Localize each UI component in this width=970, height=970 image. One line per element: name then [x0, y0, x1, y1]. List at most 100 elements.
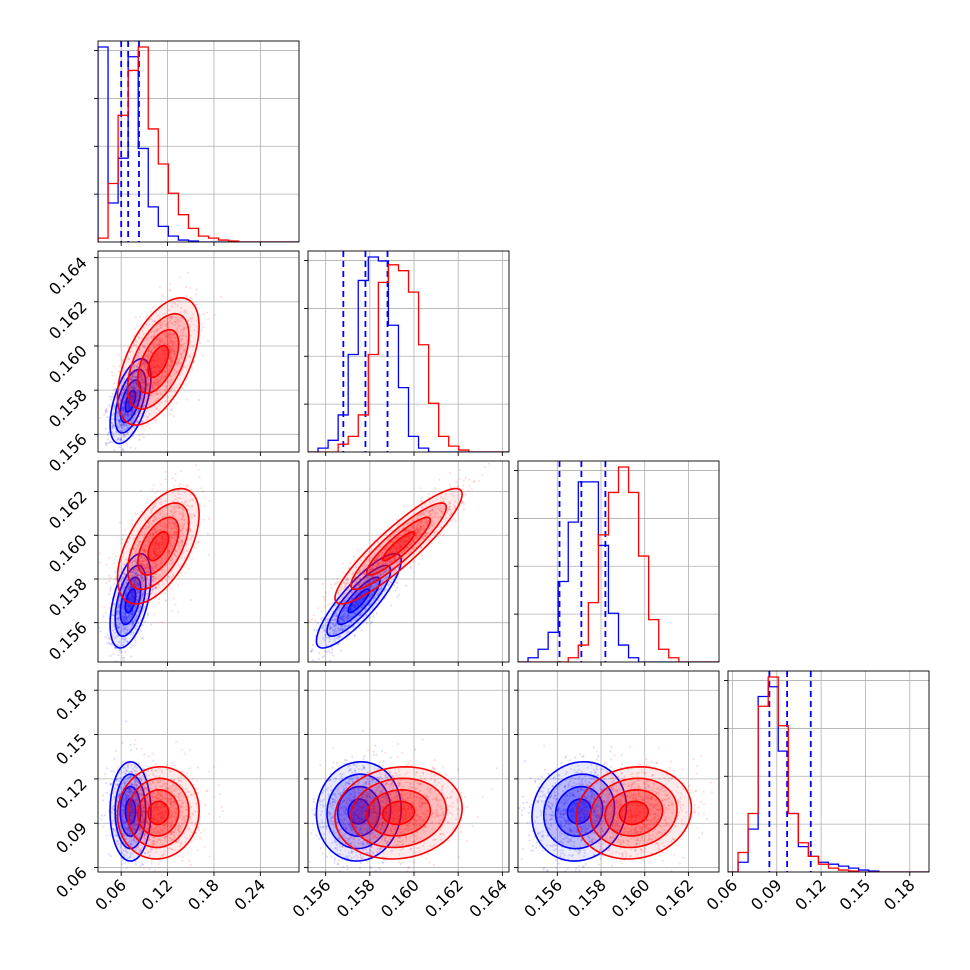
- scatter-point: [305, 673, 307, 675]
- scatter-point: [177, 610, 180, 613]
- scatter-point: [122, 534, 125, 537]
- scatter-point: [130, 591, 133, 594]
- scatter-point: [137, 610, 140, 613]
- scatter-point: [102, 615, 105, 618]
- scatter-point: [118, 445, 121, 449]
- scatter-point: [146, 381, 150, 384]
- scatter-point: [138, 337, 141, 340]
- scatter-point: [143, 383, 146, 386]
- contour-series-1: [126, 312, 190, 410]
- scatter-point: [105, 410, 108, 413]
- scatter-point: [124, 398, 127, 401]
- scatter-point: [153, 360, 157, 364]
- scatter-point: [162, 349, 165, 352]
- scatter-point: [179, 311, 182, 314]
- scatter-point: [122, 400, 126, 403]
- scatter-point: [206, 311, 209, 314]
- scatter-point: [154, 378, 157, 381]
- scatter-point: [151, 371, 155, 374]
- scatter-point: [161, 361, 164, 364]
- scatter-point: [390, 604, 393, 607]
- scatter-point: [170, 365, 173, 368]
- scatter-point: [131, 386, 135, 389]
- scatter-point: [168, 345, 171, 348]
- scatter-point: [150, 336, 153, 339]
- scatter-point: [350, 602, 354, 605]
- scatter-point: [134, 568, 138, 571]
- scatter-point: [115, 598, 118, 601]
- scatter-point: [153, 566, 156, 569]
- scatter-point: [117, 418, 120, 422]
- scatter-point: [129, 598, 132, 601]
- scatter-point: [118, 397, 122, 401]
- scatter-point: [163, 313, 166, 316]
- scatter-point: [153, 369, 156, 373]
- scatter-point: [157, 544, 160, 547]
- scatter-point: [454, 519, 457, 522]
- scatter-point: [124, 614, 128, 617]
- scatter-point: [175, 321, 178, 324]
- scatter-point: [142, 435, 145, 439]
- scatter-point: [121, 656, 124, 660]
- scatter-point: [157, 351, 160, 354]
- scatter-point: [151, 363, 155, 366]
- scatter-point: [107, 442, 110, 445]
- scatter-point: [131, 376, 134, 379]
- scatter-point: [182, 343, 185, 346]
- scatter-point: [131, 620, 135, 623]
- scatter-point: [155, 407, 158, 411]
- scatter-point: [129, 396, 132, 399]
- scatter-point: [126, 405, 130, 409]
- scatter-point: [134, 580, 137, 583]
- scatter-point: [156, 359, 159, 362]
- scatter-point: [118, 617, 121, 620]
- scatter-point: [114, 457, 116, 459]
- scatter-point: [153, 370, 156, 374]
- scatter-point: [135, 398, 138, 401]
- scatter-point: [130, 398, 133, 401]
- scatter-point: [122, 387, 125, 390]
- scatter-point: [118, 422, 121, 426]
- scatter-point: [134, 618, 137, 621]
- scatter-point: [143, 376, 146, 379]
- scatter-point: [130, 412, 133, 416]
- scatter-point: [166, 380, 170, 383]
- scatter-point: [134, 372, 137, 375]
- scatter-point: [161, 375, 165, 378]
- scatter-point: [145, 377, 149, 380]
- scatter-point: [181, 334, 184, 337]
- scatter-point: [152, 381, 156, 384]
- scatter-point: [115, 635, 118, 638]
- scatter-point: [138, 438, 141, 441]
- scatter-point: [130, 384, 133, 387]
- scatter-point: [168, 341, 171, 344]
- scatter-point: [132, 407, 135, 410]
- scatter-point: [133, 644, 136, 647]
- scatter-point: [166, 343, 169, 347]
- scatter-point: [172, 349, 175, 352]
- scatter-point: [167, 342, 170, 345]
- scatter-point: [109, 405, 112, 408]
- scatter-point: [170, 341, 174, 344]
- scatter-point: [124, 384, 127, 388]
- scatter-point: [136, 354, 139, 357]
- scatter-point: [142, 371, 145, 374]
- scatter-point: [173, 336, 177, 339]
- scatter-point: [163, 342, 166, 346]
- scatter-point: [142, 371, 145, 374]
- scatter-point: [148, 397, 151, 400]
- scatter-point: [123, 572, 126, 575]
- scatter-point: [138, 401, 141, 404]
- scatter-point: [135, 388, 138, 391]
- scatter-point: [160, 358, 163, 361]
- scatter-point: [155, 372, 158, 375]
- scatter-point: [142, 363, 145, 366]
- scatter-point: [168, 345, 171, 348]
- scatter-point: [182, 351, 185, 354]
- scatter-point: [149, 368, 152, 371]
- scatter-point: [311, 643, 315, 647]
- scatter-point: [172, 372, 175, 376]
- scatter-point: [136, 411, 139, 414]
- scatter-point: [160, 326, 163, 329]
